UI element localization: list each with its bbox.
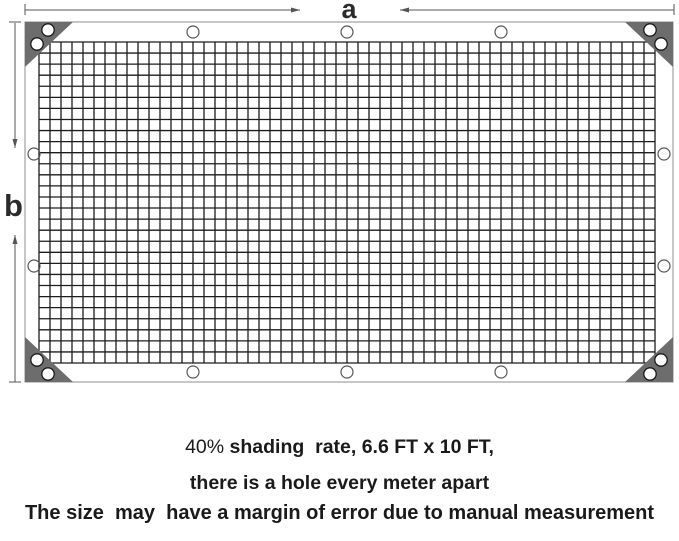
svg-text:a: a xyxy=(341,0,357,24)
svg-text:b: b xyxy=(4,188,23,223)
